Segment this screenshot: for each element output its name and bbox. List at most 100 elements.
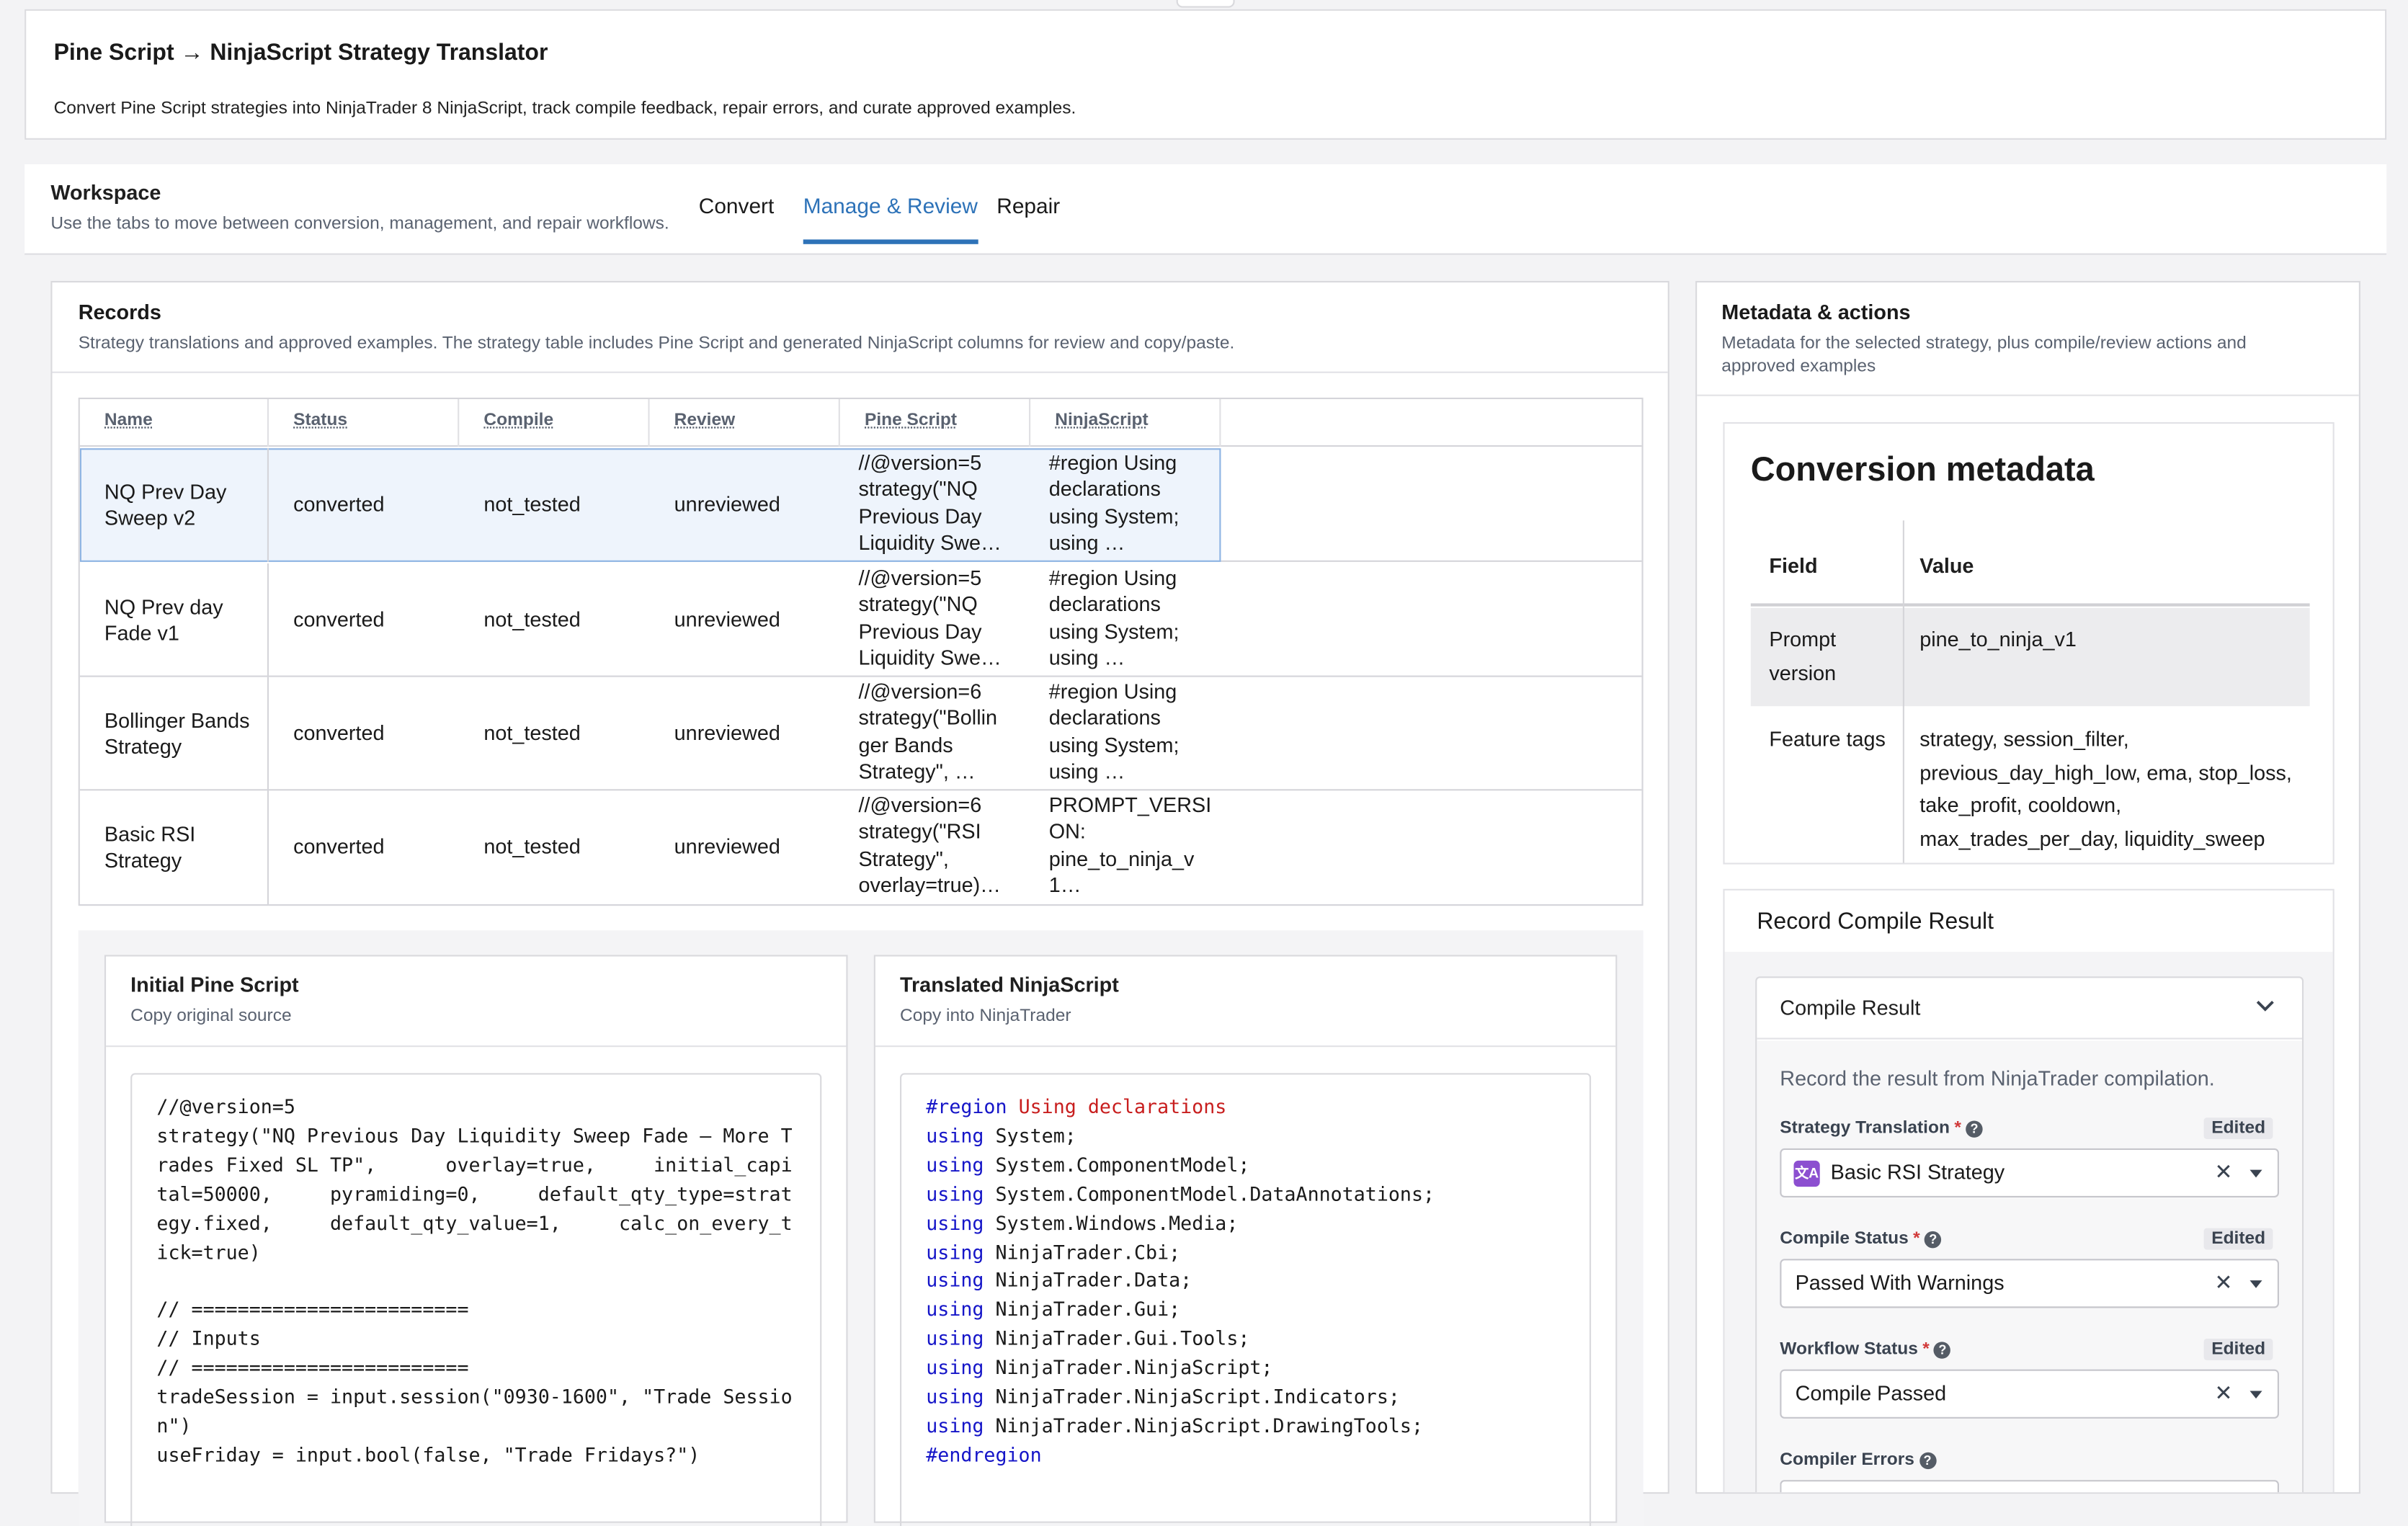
workspace-title: Workspace: [50, 181, 161, 205]
accordion-label: Compile Result: [1780, 996, 1921, 1019]
table-row[interactable]: NQ Prev Day Sweep v2 converted not_teste…: [79, 448, 1642, 562]
table-row[interactable]: Bollinger Bands Strategy converted not_t…: [79, 677, 1642, 791]
cell-compile: not_tested: [483, 493, 581, 517]
required-marker: *: [1954, 1119, 1961, 1138]
conversion-metadata-card: Conversion metadata Field Value Prompt v…: [1723, 421, 2335, 865]
metadata-value: strategy, session_filter, previous_day_h…: [1919, 727, 2292, 850]
cell-ninjascript: #region Using declarations using System; us…: [1048, 451, 1180, 554]
page-description: Convert Pine Script strategies into Ninj…: [53, 99, 1076, 119]
cell-review: unreviewed: [674, 608, 780, 632]
required-marker: *: [1913, 1229, 1920, 1249]
compile-result-accordion: Compile Result Record the result from Ni…: [1755, 976, 2304, 1493]
clear-icon[interactable]: ✕: [2214, 1380, 2233, 1405]
column-header-compile[interactable]: Compile: [459, 399, 650, 447]
column-header-pine-script[interactable]: Pine Script: [840, 399, 1031, 447]
caret-down-icon[interactable]: [2249, 1280, 2262, 1288]
field-label-strategy-translation: Strategy Translation *?: [1780, 1119, 1983, 1138]
cell-status: converted: [293, 493, 385, 517]
ninja-card-title: Translated NinjaScript: [900, 973, 1119, 996]
divider: [875, 1045, 1616, 1048]
help-icon[interactable]: ?: [1966, 1120, 1983, 1137]
compile-instruction: Record the result from NinjaTrader compi…: [1780, 1066, 2215, 1090]
metadata-table-header: Field Value: [1750, 520, 2310, 607]
column-header-name[interactable]: Name: [80, 399, 269, 447]
metadata-row-highlight: [1750, 607, 2310, 707]
table-row[interactable]: Basic RSI Strategy converted not_tested …: [80, 790, 1642, 905]
clear-icon[interactable]: ✕: [2214, 1270, 2233, 1295]
clear-icon[interactable]: ✕: [2214, 1159, 2233, 1184]
chevron-down-icon[interactable]: [2255, 995, 2276, 1017]
cell-review: unreviewed: [674, 835, 780, 859]
divider: [1697, 394, 2359, 396]
pine-code-block[interactable]: //@version=5 strategy("NQ Previous Day L…: [130, 1073, 822, 1526]
accordion-header[interactable]: Compile Result: [1757, 978, 2302, 1040]
record-compile-result-card: Record Compile Result Compile Result Rec…: [1723, 888, 2335, 1493]
compile-card-body: Compile Result Record the result from Ni…: [1724, 952, 2333, 1493]
column-header-value: Value: [1919, 554, 1974, 578]
panel-drag-handle[interactable]: [1176, 0, 1235, 8]
caret-down-icon[interactable]: [2249, 1169, 2262, 1178]
required-marker: *: [1922, 1340, 1930, 1359]
cell-ninjascript: #region Using declarations using System; us…: [1048, 679, 1180, 783]
page-title: Pine Script → NinjaScript Strategy Trans…: [53, 40, 548, 66]
tab-manage-review[interactable]: Manage & Review: [803, 193, 978, 244]
pine-card-title: Initial Pine Script: [130, 973, 299, 996]
records-description: Strategy translations and approved examp…: [78, 334, 1235, 354]
records-panel: Records Strategy translations and approv…: [50, 280, 1669, 1526]
column-header-ninjascript[interactable]: NinjaScript: [1030, 399, 1221, 447]
edited-badge: Edited: [2203, 1339, 2273, 1360]
tab-repair[interactable]: Repair: [996, 193, 1061, 218]
select-value: Compile Passed: [1795, 1381, 1947, 1405]
workspace-bar: Workspace Use the tabs to move between c…: [24, 164, 2387, 255]
cell-status: converted: [293, 722, 385, 745]
metadata-description: Metadata for the selected strategy, plus…: [1721, 334, 2247, 377]
compile-status-select[interactable]: Passed With Warnings ✕: [1780, 1259, 2279, 1308]
edited-badge: Edited: [2203, 1117, 2273, 1140]
conversion-metadata-title: Conversion metadata: [1750, 450, 2095, 488]
edited-badge: Edited: [2203, 1228, 2273, 1250]
caret-down-icon[interactable]: [2249, 1391, 2262, 1399]
field-label-compile-status: Compile Status *?: [1780, 1229, 1942, 1249]
select-value: Passed With Warnings: [1795, 1271, 2005, 1295]
help-icon[interactable]: ?: [1934, 1341, 1951, 1358]
workflow-status-select[interactable]: Compile Passed ✕: [1780, 1369, 2279, 1419]
cell-name: Basic RSI Strategy: [80, 790, 269, 905]
field-label-compiler-errors: Compiler Errors?: [1780, 1451, 1936, 1469]
workspace-description: Use the tabs to move between conversion,…: [50, 215, 669, 233]
help-icon[interactable]: ?: [1919, 1451, 1936, 1469]
cell-name: NQ Prev day Fade v1: [80, 563, 269, 677]
metadata-title: Metadata & actions: [1721, 300, 1911, 324]
column-header-review[interactable]: Review: [650, 399, 840, 447]
cell-review: unreviewed: [674, 722, 780, 745]
metadata-row-highlight: [1751, 863, 2310, 865]
ninjascript-card: Translated NinjaScript Copy into NinjaTr…: [873, 955, 1618, 1526]
column-header-status[interactable]: Status: [269, 399, 460, 447]
pine-script-card: Initial Pine Script Copy original source…: [104, 955, 848, 1526]
compiler-errors-input[interactable]: [1780, 1480, 2279, 1493]
cell-pine-script: //@version=6 strategy("RSI Strategy", overl…: [858, 793, 1001, 897]
cell-name: Bollinger Bands Strategy: [80, 677, 269, 791]
divider: [106, 1045, 847, 1048]
ninja-code-block[interactable]: #region Using declarations using System;…: [900, 1073, 1592, 1526]
accordion-body: Record the result from NinjaTrader compi…: [1757, 1040, 2302, 1493]
table-header: Name Status Compile Review Pine Script N…: [79, 399, 1642, 447]
metadata-field: Prompt version: [1769, 628, 1837, 684]
cell-status: converted: [293, 608, 385, 632]
compile-card-title: Record Compile Result: [1757, 909, 1994, 935]
field-label-workflow-status: Workflow Status *?: [1780, 1340, 1951, 1359]
cell-status: converted: [293, 835, 385, 859]
cell-pine-script: //@version=5 strategy("NQ Previous Day Liqu…: [858, 566, 1002, 669]
table-row[interactable]: NQ Prev day Fade v1 converted not_tested…: [79, 563, 1642, 677]
cell-compile: not_tested: [483, 608, 581, 632]
help-icon[interactable]: ?: [1925, 1230, 1942, 1248]
column-divider: [1902, 520, 1904, 863]
metadata-value: pine_to_ninja_v1: [1919, 628, 2077, 651]
strategy-translation-select[interactable]: 文A Basic RSI Strategy ✕: [1780, 1148, 2279, 1198]
column-header-field: Field: [1769, 554, 1818, 578]
metadata-field: Feature tags: [1769, 727, 1886, 751]
row-selection-highlight: [79, 448, 1221, 562]
cell-pine-script: //@version=6 strategy("Bollin ger Bands Str…: [858, 679, 997, 783]
tab-convert[interactable]: Convert: [698, 193, 775, 218]
cell-compile: not_tested: [483, 722, 581, 745]
records-table: Name Status Compile Review Pine Script N…: [78, 397, 1644, 906]
